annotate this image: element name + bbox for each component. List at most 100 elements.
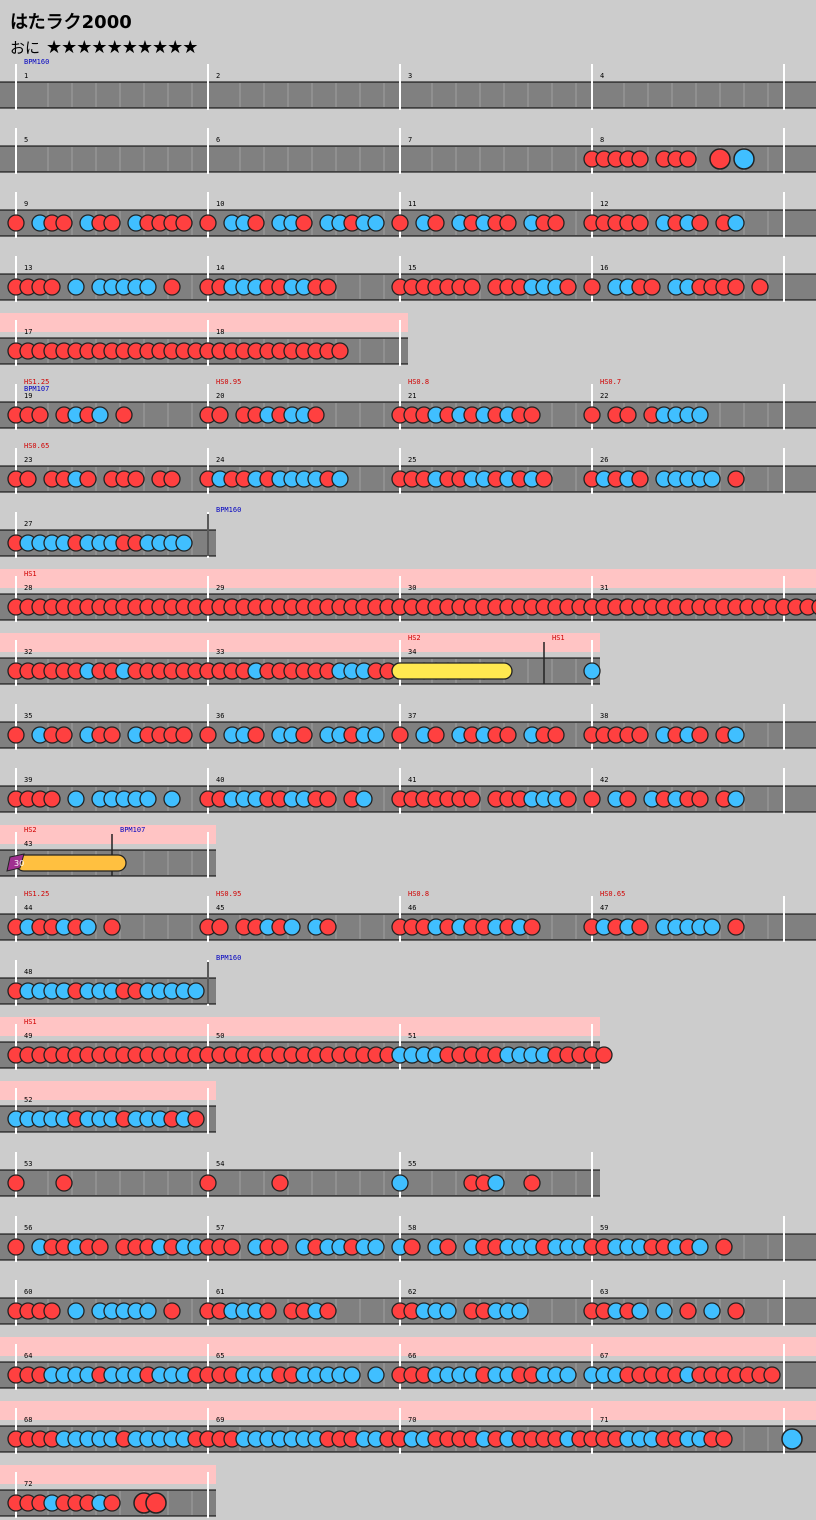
ka-note	[187, 982, 205, 1000]
bar-number: 50	[216, 1032, 224, 1040]
don-note	[751, 278, 769, 296]
ka-note	[691, 406, 709, 424]
don-note	[463, 790, 481, 808]
don-note	[199, 214, 217, 232]
don-note	[43, 790, 61, 808]
don-note	[331, 342, 349, 360]
difficulty-label: おに	[10, 39, 41, 57]
balloon-icon	[6, 853, 25, 872]
note-lane	[0, 82, 816, 108]
bar-number: 38	[600, 712, 608, 720]
ka-note	[487, 1174, 505, 1192]
don-note	[595, 1046, 613, 1064]
ka-note	[139, 790, 157, 808]
balloon-count: 30	[14, 859, 24, 868]
hs-label: HS2	[24, 826, 37, 834]
bpm-label: BPM160	[216, 954, 241, 962]
bar-number: 12	[600, 200, 608, 208]
bar-number: 47	[600, 904, 608, 912]
ka-note	[367, 1366, 385, 1384]
bar-number: 59	[600, 1224, 608, 1232]
gogo-band	[0, 825, 216, 844]
difficulty-stars: ★★★★★★★★★★	[46, 37, 198, 58]
gogo-band	[0, 633, 600, 652]
bpm-label: BPM107	[120, 826, 145, 834]
don-note	[319, 790, 337, 808]
bar-number: 5	[24, 136, 28, 144]
don-note	[715, 1430, 733, 1448]
bar-number: 9	[24, 200, 28, 208]
gogo-band	[0, 1401, 816, 1420]
don-note	[691, 790, 709, 808]
ka-note	[175, 534, 193, 552]
gogo-band	[0, 1081, 216, 1100]
difficulty-line: おに ★★★★★★★★★★	[10, 37, 198, 58]
bar-number: 58	[408, 1224, 416, 1232]
bar-number: 70	[408, 1416, 416, 1424]
don-note	[7, 726, 25, 744]
bar-number: 1	[24, 72, 28, 80]
bar-number: 34	[408, 648, 416, 656]
don-note	[691, 214, 709, 232]
ka-note	[67, 1302, 85, 1320]
don-note	[631, 726, 649, 744]
don-note	[163, 278, 181, 296]
bar-number: 72	[24, 1480, 32, 1488]
bar-number: 56	[24, 1224, 32, 1232]
note-lane	[0, 1170, 600, 1196]
ka-note	[139, 278, 157, 296]
bpm-label: BPM107	[24, 385, 49, 393]
bar-number: 36	[216, 712, 224, 720]
bar-number: 19	[24, 392, 32, 400]
bar-number: 11	[408, 200, 416, 208]
don-note	[391, 726, 409, 744]
don-note	[619, 790, 637, 808]
don-note	[247, 726, 265, 744]
don-note	[559, 790, 577, 808]
don-note	[163, 1302, 181, 1320]
don-note	[103, 918, 121, 936]
hs-label: HS0.8	[408, 890, 429, 898]
ka-note	[511, 1302, 529, 1320]
don-note	[463, 278, 481, 296]
bar-number: 45	[216, 904, 224, 912]
don-note	[403, 1238, 421, 1256]
hs-label: HS0.95	[216, 378, 241, 386]
bar-number: 71	[600, 1416, 608, 1424]
don-note	[271, 1174, 289, 1192]
hs-label: HS1.25	[24, 378, 49, 386]
gogo-band	[0, 1465, 216, 1484]
song-title: はたラク2000	[10, 12, 132, 33]
hs-label: HS0.65	[24, 442, 49, 450]
ka-note	[367, 726, 385, 744]
don-note	[211, 406, 229, 424]
ka-note	[79, 918, 97, 936]
bar-number: 4	[600, 72, 604, 80]
don-note	[295, 214, 313, 232]
drumroll	[391, 662, 513, 680]
ka-note	[283, 918, 301, 936]
big-ka-note	[781, 1428, 803, 1450]
ka-note	[367, 1238, 385, 1256]
don-note	[535, 470, 553, 488]
bar-number: 63	[600, 1288, 608, 1296]
don-note	[103, 214, 121, 232]
bar-number: 51	[408, 1032, 416, 1040]
ka-note	[139, 1302, 157, 1320]
bar-number: 20	[216, 392, 224, 400]
don-note	[319, 278, 337, 296]
don-note	[55, 1174, 73, 1192]
don-note	[523, 406, 541, 424]
bar-number: 62	[408, 1288, 416, 1296]
bar-number: 42	[600, 776, 608, 784]
bar-number: 46	[408, 904, 416, 912]
bar-number: 18	[216, 328, 224, 336]
don-note	[499, 214, 517, 232]
bar-number: 65	[216, 1352, 224, 1360]
ka-note	[391, 1174, 409, 1192]
don-note	[175, 214, 193, 232]
bar-number: 7	[408, 136, 412, 144]
big-don-note	[709, 148, 731, 170]
bar-number: 13	[24, 264, 32, 272]
don-note	[247, 214, 265, 232]
